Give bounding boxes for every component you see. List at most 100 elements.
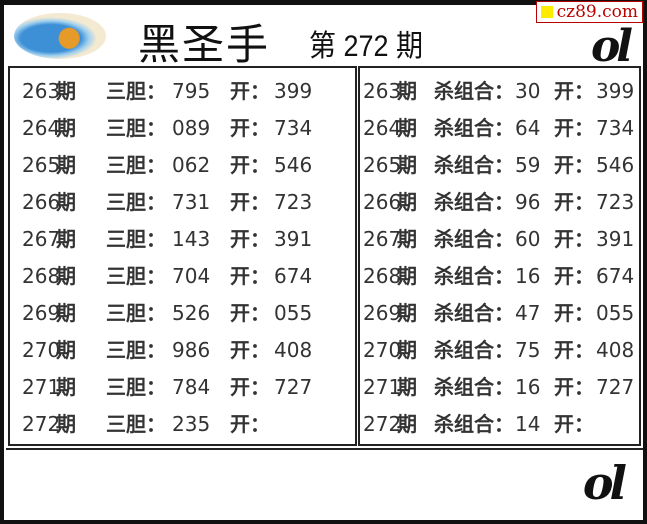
list-item: 263 期杀组合： 30 开： 399: [360, 76, 639, 106]
prediction-value: 47: [515, 301, 541, 325]
list-item: 272 期杀组合： 14 开：: [360, 409, 639, 439]
period-number: 272: [22, 412, 61, 436]
period-suffix: 期: [397, 338, 417, 362]
issue-number: 第 272 期: [309, 30, 424, 63]
prediction-label: 杀组合：: [434, 338, 514, 362]
list-item: 266 期杀组合： 96 开： 723: [360, 187, 639, 217]
prediction-value: 60: [515, 227, 541, 251]
period-number: 267: [363, 227, 402, 251]
period-suffix: 期: [56, 153, 76, 177]
open-label: 开：: [230, 264, 270, 288]
prediction-value: 526: [172, 301, 211, 325]
open-value: 734: [274, 116, 313, 140]
page-title: 黑圣手: [138, 20, 271, 69]
list-item: 268 期杀组合： 16 开： 674: [360, 261, 639, 291]
prediction-value: 30: [515, 79, 541, 103]
period-number: 264: [363, 116, 402, 140]
prediction-label: 三胆：: [106, 338, 166, 362]
prediction-value: 96: [515, 190, 541, 214]
period-suffix: 期: [56, 375, 76, 399]
period-number: 265: [363, 153, 402, 177]
open-value: 727: [596, 375, 635, 399]
period-suffix: 期: [56, 338, 76, 362]
period-suffix: 期: [56, 301, 76, 325]
prediction-label: 三胆：: [106, 412, 166, 436]
period-number: 263: [363, 79, 402, 103]
period-number: 268: [363, 264, 402, 288]
prediction-label: 三胆：: [106, 79, 166, 103]
prediction-label: 三胆：: [106, 227, 166, 251]
open-value: 723: [596, 190, 635, 214]
open-value: 723: [274, 190, 313, 214]
period-suffix: 期: [397, 116, 417, 140]
list-item: 272 期 三胆： 235 开：: [10, 409, 355, 439]
prediction-value: 089: [172, 116, 211, 140]
prediction-value: 64: [515, 116, 541, 140]
open-value: 399: [596, 79, 635, 103]
period-number: 270: [22, 338, 61, 362]
open-value: 055: [274, 301, 313, 325]
prediction-value: 14: [515, 412, 541, 436]
prediction-label: 三胆：: [106, 190, 166, 214]
prediction-label: 杀组合：: [434, 153, 514, 177]
open-label: 开：: [554, 153, 594, 177]
signature-logo: ol: [590, 21, 633, 72]
prediction-value: 986: [172, 338, 211, 362]
period-number: 270: [363, 338, 402, 362]
open-value: 399: [274, 79, 313, 103]
prediction-label: 三胆：: [106, 301, 166, 325]
period-suffix: 期: [397, 412, 417, 436]
footer-area: ol: [6, 448, 643, 518]
period-suffix: 期: [56, 227, 76, 251]
open-label: 开：: [554, 338, 594, 362]
prediction-label: 杀组合：: [434, 264, 514, 288]
prediction-label: 杀组合：: [434, 412, 514, 436]
open-value: 055: [596, 301, 635, 325]
open-label: 开：: [554, 264, 594, 288]
prediction-value: 062: [172, 153, 211, 177]
list-item: 268 期 三胆： 704 开： 674: [10, 261, 355, 291]
signature-logo-bottom: ol: [582, 456, 627, 510]
kill-combo-panel: 263 期杀组合： 30 开： 399 264 期杀组合： 64 开： 734 265 期杀组合： 59…: [358, 66, 641, 446]
list-item: 264 期 三胆： 089 开： 734: [10, 113, 355, 143]
list-item: 271 期杀组合： 16 开： 727: [360, 372, 639, 402]
period-suffix: 期: [397, 264, 417, 288]
prediction-label: 三胆：: [106, 264, 166, 288]
open-label: 开：: [554, 375, 594, 399]
prediction-value: 59: [515, 153, 541, 177]
prediction-label: 杀组合：: [434, 227, 514, 251]
open-label: 开：: [554, 412, 594, 436]
period-suffix: 期: [56, 79, 76, 103]
prediction-label: 三胆：: [106, 375, 166, 399]
period-number: 269: [363, 301, 402, 325]
period-number: 271: [22, 375, 61, 399]
period-suffix: 期: [397, 301, 417, 325]
open-value: 674: [274, 264, 313, 288]
open-label: 开：: [554, 190, 594, 214]
header: 黑圣手 第 272 期 ol: [4, 5, 643, 72]
period-number: 264: [22, 116, 61, 140]
prediction-label: 杀组合：: [434, 301, 514, 325]
period-number: 272: [363, 412, 402, 436]
open-label: 开：: [230, 190, 270, 214]
prediction-value: 143: [172, 227, 211, 251]
list-item: 265 期杀组合： 59 开： 546: [360, 150, 639, 180]
period-suffix: 期: [56, 116, 76, 140]
open-value: 734: [596, 116, 635, 140]
open-value: 408: [596, 338, 635, 362]
list-item: 270 期杀组合： 75 开： 408: [360, 335, 639, 365]
period-suffix: 期: [56, 190, 76, 214]
prediction-value: 235: [172, 412, 211, 436]
list-item: 269 期 三胆： 526 开： 055: [10, 298, 355, 328]
open-value: 546: [274, 153, 313, 177]
period-number: 263: [22, 79, 61, 103]
open-label: 开：: [230, 153, 270, 177]
period-suffix: 期: [397, 227, 417, 251]
list-item: 269 期杀组合： 47 开： 055: [360, 298, 639, 328]
period-number: 266: [363, 190, 402, 214]
open-value: 391: [596, 227, 635, 251]
prediction-label: 杀组合：: [434, 79, 514, 103]
list-item: 265 期 三胆： 062 开： 546: [10, 150, 355, 180]
prediction-value: 75: [515, 338, 541, 362]
